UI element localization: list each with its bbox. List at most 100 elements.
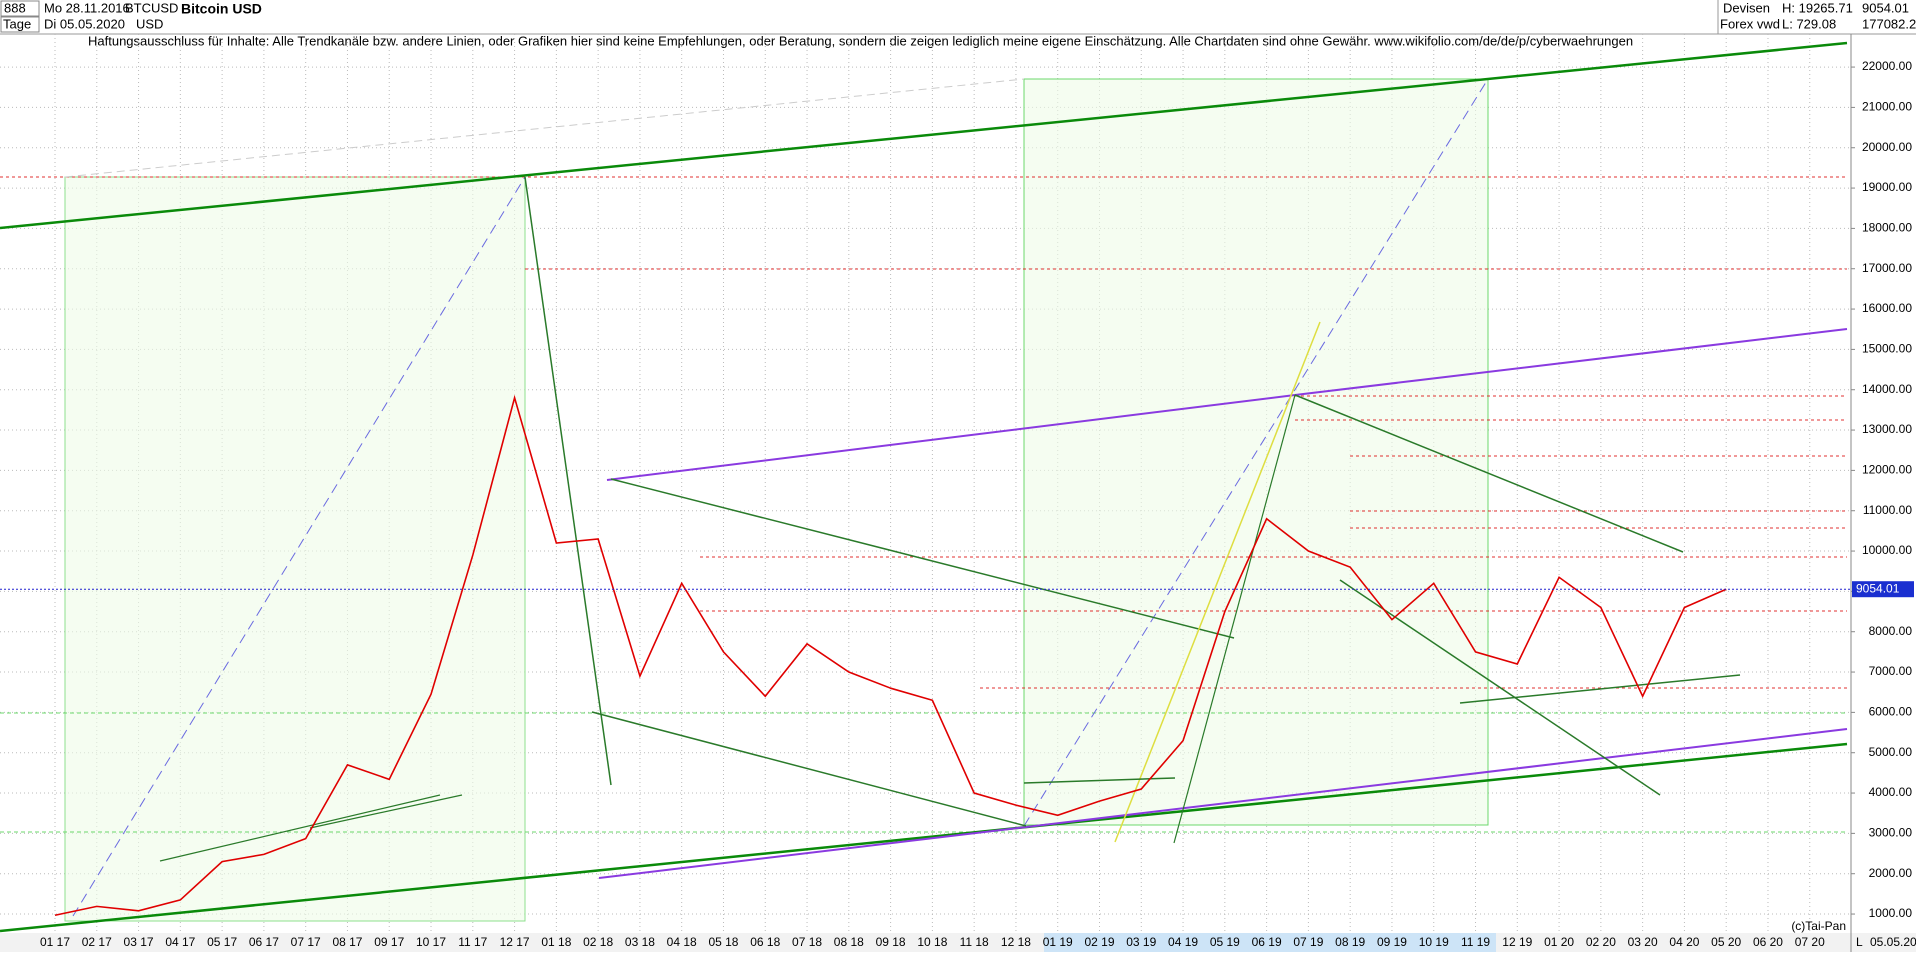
- trend-line: [1114, 321, 1321, 843]
- trend-line: [1294, 394, 1684, 553]
- y-tick-label: 6000.00: [1869, 705, 1913, 719]
- trend-line: [610, 478, 1235, 639]
- source: Forex vwd: [1720, 16, 1780, 31]
- x-tick-label: 01 19: [1043, 935, 1073, 949]
- x-tick-label: 05 20: [1711, 935, 1741, 949]
- x-tick-label: 04 17: [165, 935, 195, 949]
- price-line: [54, 394, 1727, 917]
- x-tick-label: 01 18: [541, 935, 571, 949]
- trend-line: [159, 794, 441, 862]
- interval[interactable]: 888: [4, 0, 26, 15]
- market: Devisen: [1723, 0, 1770, 15]
- x-tick-label: 10 17: [416, 935, 446, 949]
- x-tick-label: 07 18: [792, 935, 822, 949]
- current-price-label: 9054.01: [1856, 581, 1900, 595]
- y-tick-label: 20000.00: [1862, 140, 1912, 154]
- symbol: BTCUSD: [125, 0, 178, 15]
- x-tick-label: 06 17: [249, 935, 279, 949]
- high: H: 19265.71: [1782, 0, 1853, 15]
- y-tick-label: 13000.00: [1862, 422, 1912, 436]
- x-tick-label: 10 18: [917, 935, 947, 949]
- trend-line: [64, 78, 1025, 178]
- x-tick-label: 06 19: [1252, 935, 1282, 949]
- disclaimer: Haftungsausschluss für Inhalte: Alle Tre…: [88, 33, 1633, 48]
- period-select[interactable]: [0, 16, 40, 33]
- x-tick-label: 11 18: [960, 935, 989, 949]
- copyright: (c)Tai-Pan: [1791, 919, 1846, 933]
- y-tick-label: 14000.00: [1862, 382, 1912, 396]
- y-tick-label: 11000.00: [1863, 503, 1912, 517]
- box: [64, 176, 526, 922]
- x-tick-label: 03 20: [1628, 935, 1658, 949]
- low: L: 729.08: [1782, 16, 1836, 31]
- trend-line: [1339, 579, 1661, 796]
- y-tick-label: 22000.00: [1862, 59, 1912, 73]
- y-tick-label: 5000.00: [1869, 745, 1913, 759]
- x-tick-label: 07 20: [1795, 935, 1825, 949]
- y-tick-label: 17000.00: [1862, 261, 1912, 275]
- x-tick-label: 05 18: [708, 935, 738, 949]
- x-tick-label: 04 18: [667, 935, 697, 949]
- end-date: Di 05.05.2020: [44, 16, 125, 31]
- y-tick-label: 7000.00: [1869, 664, 1913, 678]
- start-date: Mo 28.11.2016: [44, 0, 130, 15]
- y-tick-label: 18000.00: [1862, 221, 1912, 235]
- x-tick-label: 08 17: [332, 935, 362, 949]
- y-tick-label: 19000.00: [1862, 180, 1912, 194]
- x-tick-label: 11 19: [1461, 935, 1490, 949]
- x-tick-label: 02 20: [1586, 935, 1616, 949]
- y-tick-label: 16000.00: [1862, 301, 1912, 315]
- last: 9054.01: [1862, 0, 1909, 15]
- x-tick-label: 03 19: [1126, 935, 1156, 949]
- x-tick-label: 09 17: [374, 935, 404, 949]
- currency: USD: [136, 16, 163, 31]
- trend-line: [591, 711, 1027, 827]
- x-tick-label: 06 20: [1753, 935, 1783, 949]
- x-tick-label: 03 18: [625, 935, 655, 949]
- current-price-box: [1852, 581, 1914, 598]
- volume: 177082.2: [1862, 16, 1916, 31]
- x-tick-label: 02 17: [82, 935, 112, 949]
- x-tick-label: 02 18: [583, 935, 613, 949]
- y-tick-label: 2000.00: [1869, 866, 1913, 880]
- x-tick-label: 01 17: [40, 935, 70, 949]
- x-tick-label: 09 18: [876, 935, 906, 949]
- x-tick-label: 05 17: [207, 935, 237, 949]
- x-tick-label: 12 18: [1001, 935, 1031, 949]
- trend-line: [598, 728, 1848, 879]
- year-highlight: [1044, 933, 1496, 952]
- x-tick-label: 09 19: [1377, 935, 1407, 949]
- x-tick-label: 11 17: [458, 935, 487, 949]
- y-tick-label: 15000.00: [1862, 342, 1912, 356]
- x-tick-label: 04 19: [1168, 935, 1198, 949]
- y-tick-label: 4000.00: [1869, 785, 1913, 799]
- trend-line: [1023, 78, 1489, 827]
- x-tick-label: 06 18: [750, 935, 780, 949]
- x-tick-label: 04 20: [1669, 935, 1699, 949]
- trend-line: [309, 794, 463, 829]
- trend-line: [72, 176, 526, 917]
- x-tick-label: 12 17: [500, 935, 530, 949]
- interval-select[interactable]: [0, 0, 40, 17]
- y-tick-label: 8000.00: [1869, 624, 1913, 638]
- x-tick-label: 08 18: [834, 935, 864, 949]
- trend-line: [0, 41, 1848, 230]
- y-tick-label: 1000.00: [1869, 906, 1913, 920]
- y-tick-label: 12000.00: [1862, 463, 1912, 477]
- x-tick-label: 02 19: [1084, 935, 1114, 949]
- title: Bitcoin USD: [181, 1, 262, 17]
- trend-line: [1173, 394, 1296, 844]
- footer-date: 05.05.20: [1870, 935, 1916, 949]
- x-tick-label: 08 19: [1335, 935, 1365, 949]
- x-tick-label: 10 19: [1419, 935, 1449, 949]
- trend-line: [0, 742, 1848, 933]
- y-tick-label: 10000.00: [1862, 543, 1912, 557]
- footer-mode: L: [1856, 935, 1863, 949]
- trend-line: [1459, 674, 1741, 704]
- period[interactable]: Tage: [3, 16, 31, 31]
- x-tick-label: 03 17: [124, 935, 154, 949]
- trend-line: [524, 176, 612, 786]
- x-tick-label: 12 19: [1502, 935, 1532, 949]
